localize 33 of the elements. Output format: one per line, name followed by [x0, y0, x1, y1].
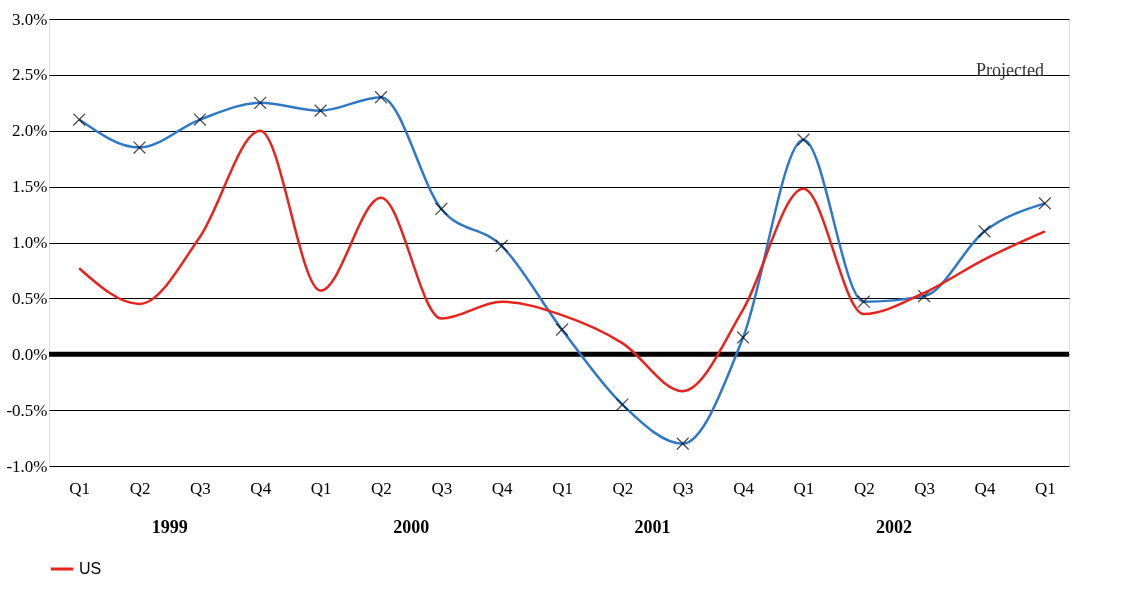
x-tick-label: Q2 [129, 478, 151, 498]
x-tick-label: Q1 [793, 478, 815, 498]
text: 2002 [875, 517, 912, 537]
x-tick-label: Q2 [371, 478, 392, 498]
x-tick-label: Q1 [1034, 478, 1056, 498]
y-tick-label: 0.5% [12, 288, 48, 308]
line-series [77, 129, 1047, 393]
y-tick-label: 3.0% [12, 9, 48, 29]
x-tick-label: Q4 [250, 478, 272, 498]
y-tick-label: -0.5% [6, 400, 48, 420]
x-tick-label: Q2 [612, 478, 634, 498]
y-tick-label: 0.0% [12, 344, 48, 364]
x-tick-label: Q2 [853, 478, 875, 498]
y-tick-label: 1.0% [12, 233, 48, 252]
x-tick-label: Q1 [310, 478, 332, 498]
x-tick-label: Q1 [69, 478, 91, 498]
x-tick-label: Q3 [672, 478, 694, 498]
text: 2000 [393, 517, 430, 537]
text: 1999 [151, 517, 188, 537]
x-tick-label: Q1 [552, 478, 573, 498]
x-tick-label: Q3 [431, 478, 453, 498]
y-tick-label: -1.0% [6, 456, 48, 476]
legend-label: US [79, 560, 102, 577]
text: 2001 [634, 517, 671, 537]
x-tick-label: Q3 [190, 478, 211, 498]
y-tick-label: 2.5% [12, 65, 48, 85]
x-tick-label: Q3 [914, 478, 936, 498]
x-tick-label: Q4 [733, 478, 755, 498]
annotation: Projected [976, 60, 1044, 80]
y-tick-label: 2.0% [12, 121, 48, 141]
x-tick-label: Q4 [974, 478, 996, 498]
x-tick-label: Q4 [491, 478, 514, 498]
y-tick-label: 1.5% [12, 177, 48, 197]
